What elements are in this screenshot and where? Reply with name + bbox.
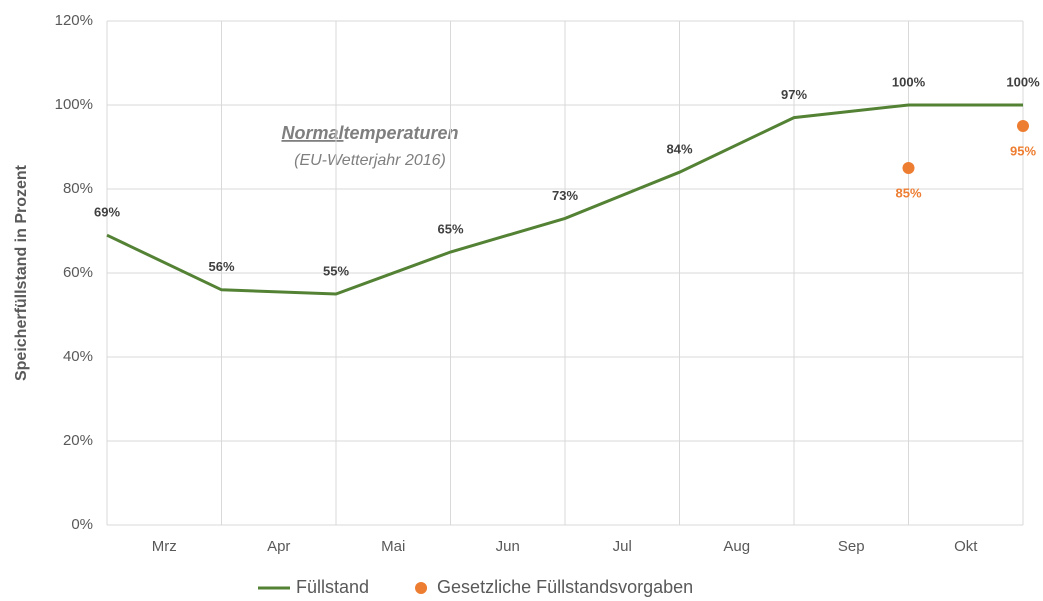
y-tick-label: 80% [63, 180, 93, 197]
y-tick-label: 20% [63, 432, 93, 449]
x-tick-label: Apr [267, 538, 290, 555]
y-tick-label: 60% [63, 264, 93, 281]
y-tick-label: 0% [71, 516, 93, 533]
x-tick-label: Jul [613, 538, 632, 555]
y-tick-label: 100% [55, 96, 93, 113]
line [106, 103, 1023, 296]
point [1017, 120, 1029, 132]
value-label: 84% [666, 142, 692, 157]
x-tick-label: Sep [838, 538, 865, 555]
x-tick-label: Okt [954, 538, 978, 555]
legend-swatch [415, 582, 428, 594]
x-tick-label: Mai [381, 538, 405, 555]
annotation-rest: temperaturen [343, 123, 458, 143]
x-tick-label: Mrz [152, 538, 177, 555]
value-label: 95% [1010, 143, 1036, 158]
legend-label: Füllstand [296, 577, 369, 597]
value-label: 69% [94, 205, 120, 220]
annotation-underlined: Normal [281, 123, 344, 143]
value-label: 100% [892, 74, 926, 89]
annotation-note: (EU-Wetterjahr 2016) [294, 152, 446, 169]
value-label: 56% [208, 259, 234, 274]
annotation: Normaltemperaturen [281, 123, 458, 143]
value-label: 73% [552, 188, 578, 203]
value-label: 100% [1006, 74, 1040, 89]
y-tick-label: 40% [63, 348, 93, 365]
legend-label: Gesetzliche Füllstandsvorgaben [437, 577, 693, 597]
value-label: 97% [781, 87, 807, 102]
value-label: 85% [895, 185, 921, 200]
point [902, 162, 915, 174]
x-tick-label: Jun [496, 538, 520, 555]
y-tick-label: 120% [55, 12, 93, 29]
value-label: 55% [323, 263, 349, 278]
x-tick-label: Aug [723, 538, 750, 555]
y-axis-title: Speicherfüllstand in Prozent [13, 164, 30, 381]
value-label: 65% [437, 221, 463, 236]
